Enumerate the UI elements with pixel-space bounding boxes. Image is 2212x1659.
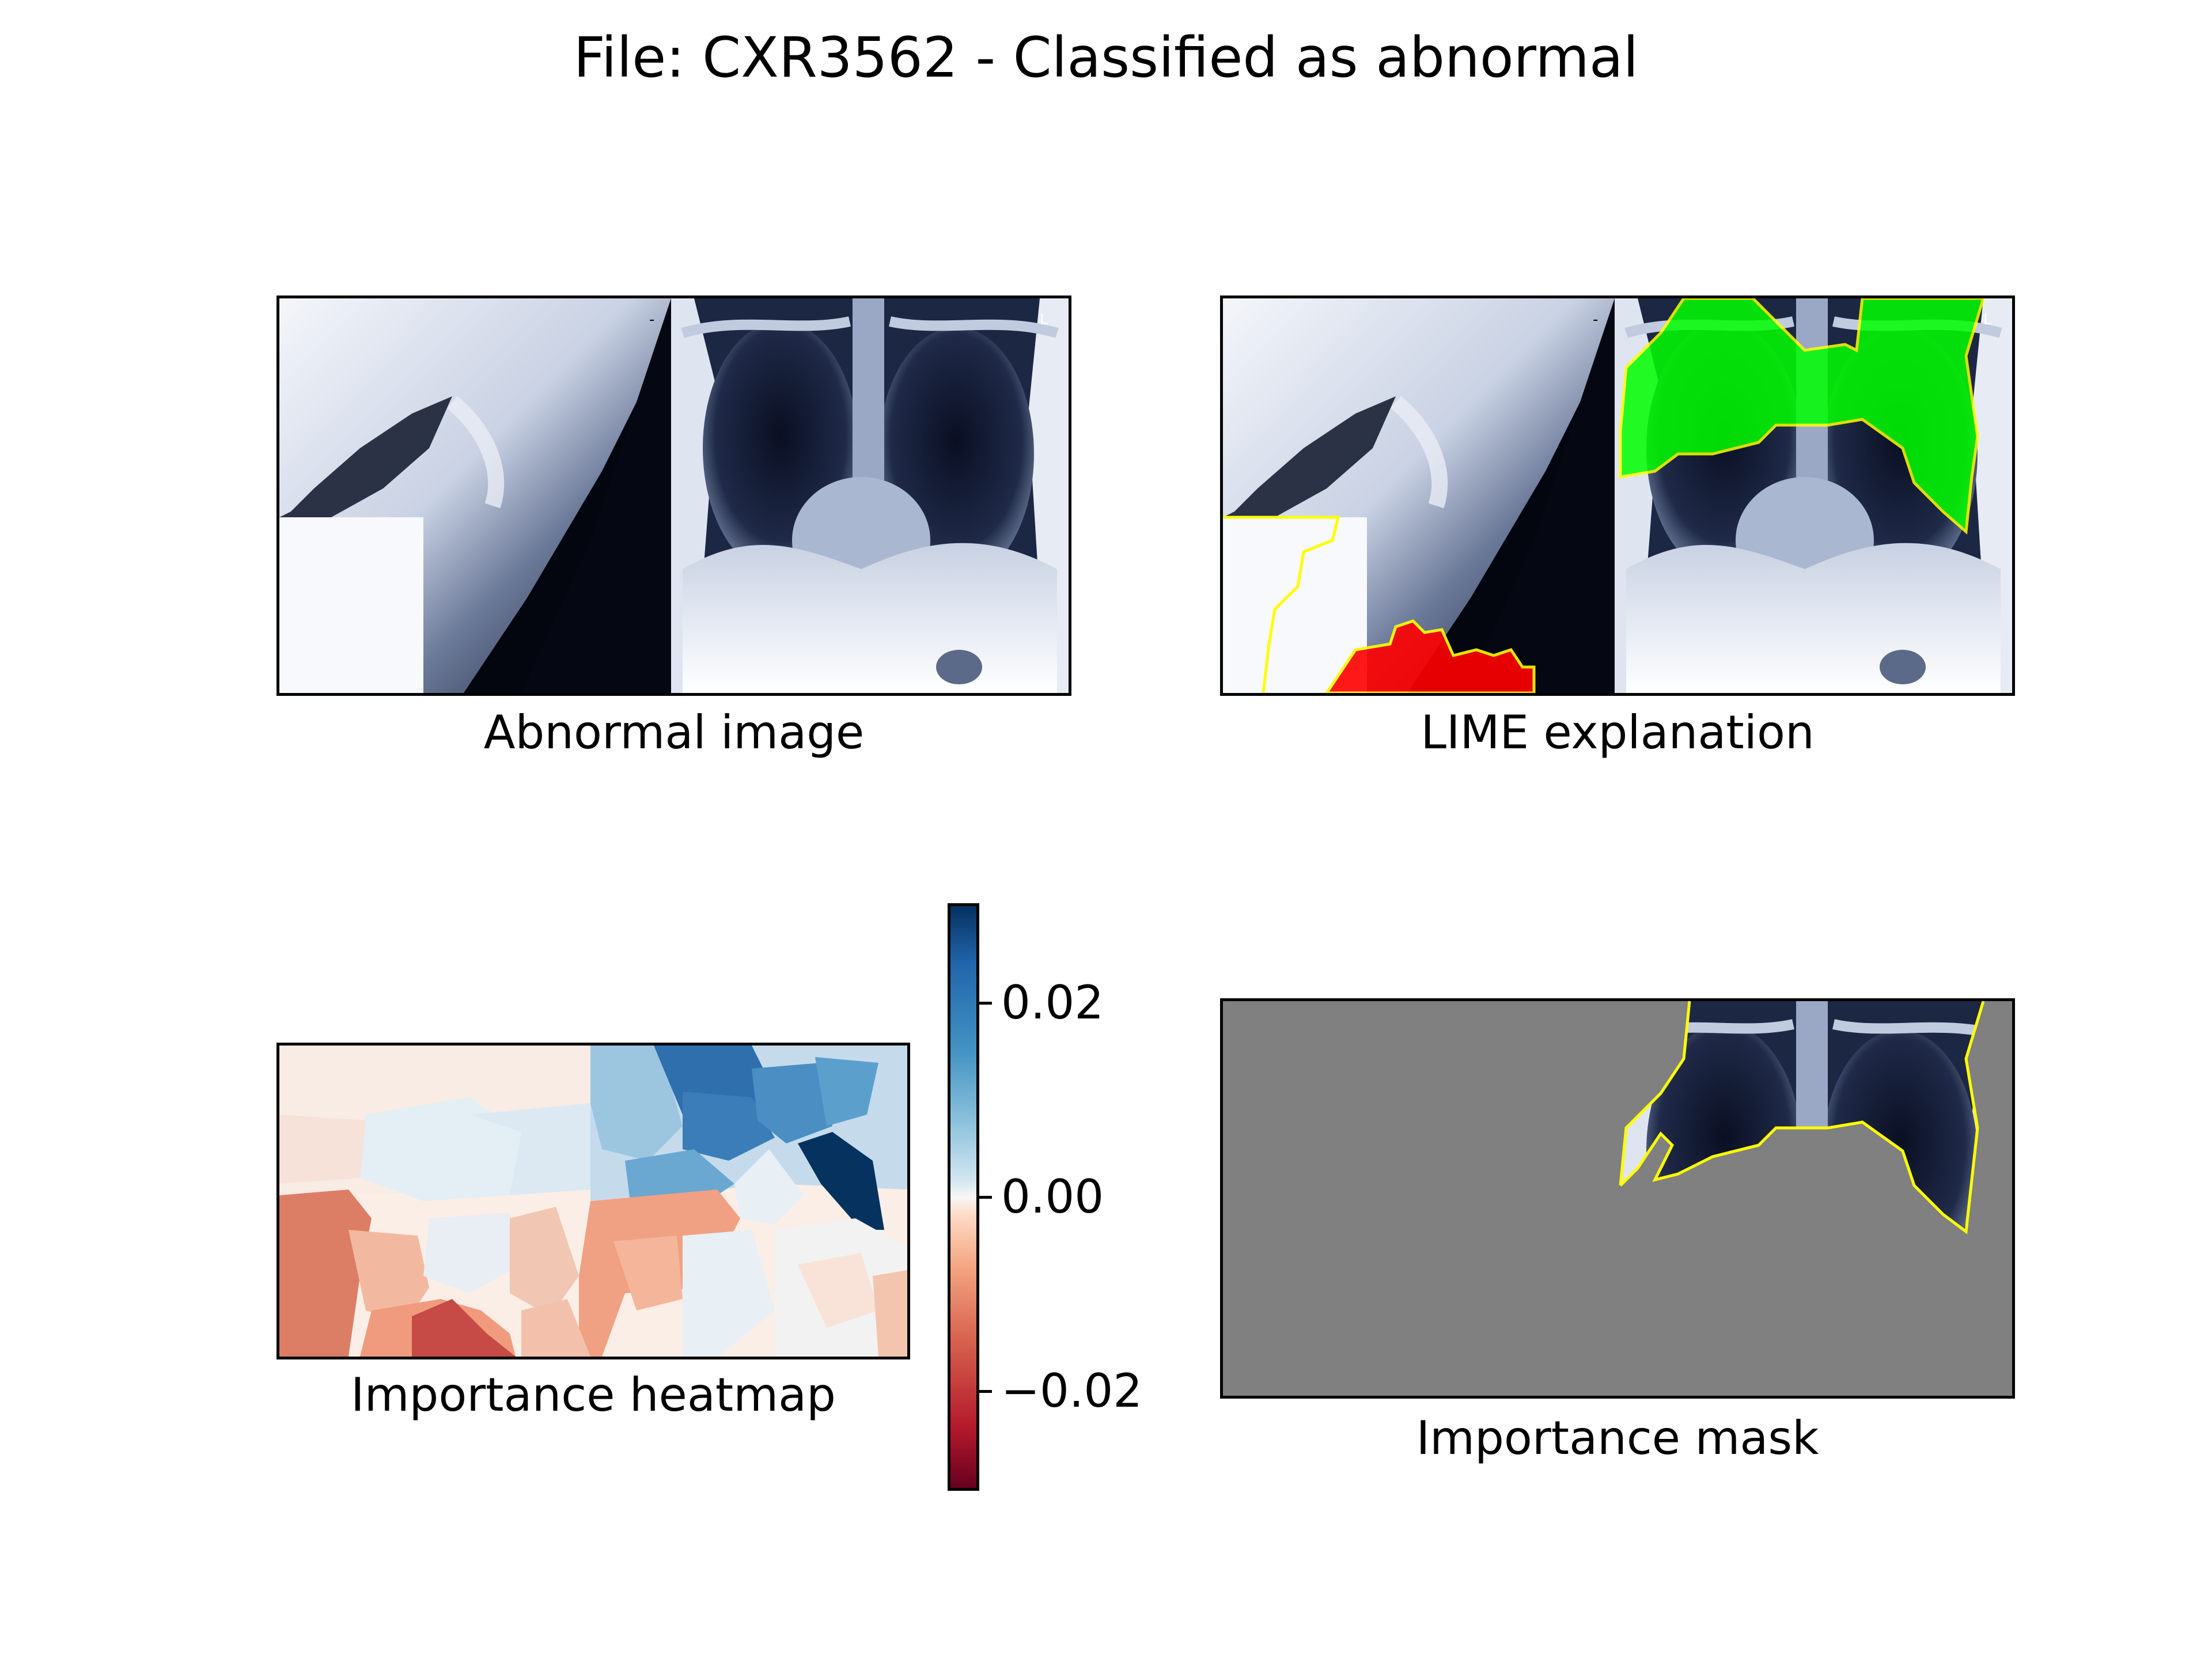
figure-title: File: CXR3562 - Classified as abnormal (573, 25, 1639, 90)
mask-boundary (1619, 1001, 1985, 1234)
abnormal-image-caption: Abnormal image (483, 706, 865, 759)
positive-region (1619, 298, 1985, 535)
left-film-marker: - (649, 311, 655, 328)
lime-explanation-caption: LIME explanation (1421, 706, 1815, 759)
importance-heatmap-caption: Importance heatmap (351, 1368, 836, 1422)
heatmap-image (279, 1046, 907, 1357)
importance-heatmap-panel (276, 1043, 910, 1359)
colorbar-tick-label: 0.00 (1001, 1170, 1104, 1224)
right-film-marker: L (1983, 311, 1992, 328)
colorbar-tick-label: 0.02 (1001, 976, 1104, 1030)
colorbar-tick-mark (979, 1196, 992, 1199)
colorbar-gradient (950, 906, 976, 1488)
xray-image (279, 298, 1069, 693)
negative-region (1324, 619, 1536, 693)
colorbar-tick-mark (979, 1389, 992, 1393)
importance-mask-panel (1220, 998, 2015, 1399)
mask-image (1223, 1001, 2012, 1396)
abnormal-image-panel: - L (276, 296, 1071, 696)
right-film-marker: L (1040, 311, 1048, 328)
lime-explanation-panel: - L (1220, 296, 2015, 696)
left-film-marker: - (1593, 311, 1599, 328)
colorbar (948, 903, 979, 1491)
colorbar-tick-mark (979, 1002, 992, 1005)
lime-overlay-image (1223, 298, 2012, 693)
importance-mask-caption: Importance mask (1416, 1411, 1819, 1465)
neutral-boundary (1223, 516, 1340, 693)
colorbar-tick-label: −0.02 (1001, 1363, 1143, 1418)
